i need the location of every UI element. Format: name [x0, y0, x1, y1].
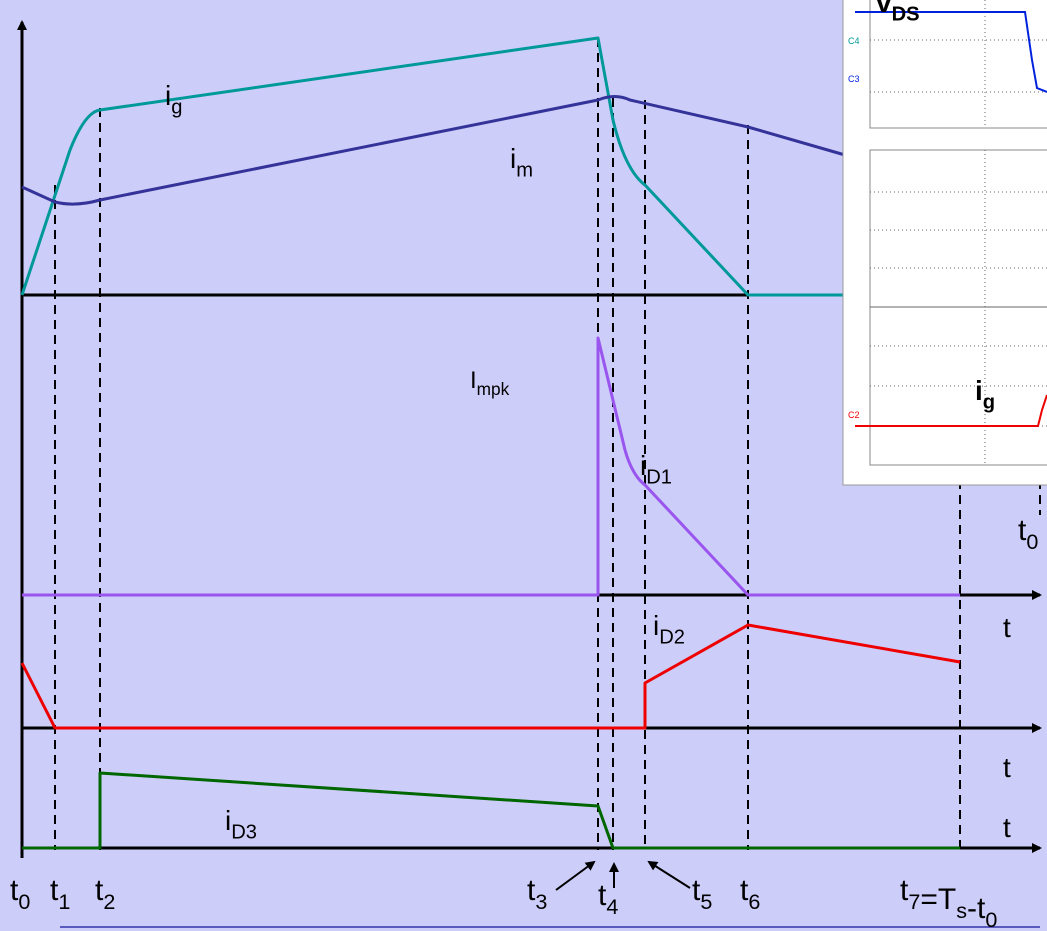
axis-label: t — [1003, 812, 1011, 843]
scope-trace-label-main: i — [975, 375, 983, 406]
axis-label: t — [1003, 612, 1011, 643]
time-label-sub: 7 — [908, 889, 920, 914]
time-label-sub: 4 — [606, 894, 618, 919]
channel-label: C3 — [848, 74, 860, 84]
time-label-sub: 3 — [535, 889, 547, 914]
time-label-sub: 0 — [1026, 529, 1038, 554]
time-label-sub: 1 — [58, 889, 70, 914]
scope-trace-label-sub: g — [983, 391, 995, 413]
time-label-sub: 0 — [985, 907, 997, 931]
signal-label-main: I — [470, 367, 477, 394]
signal-label-sub: mpk — [477, 379, 510, 399]
time-label-sub: 5 — [700, 889, 712, 914]
waveform-diagram: igimImpkiD1iD2iD3tttt0t1t2t3t4t5t6t7=Ts-… — [0, 0, 1047, 931]
signal-label-sub: D3 — [231, 821, 257, 843]
signal-label-sub: D2 — [659, 626, 685, 648]
time-label-sub: 6 — [748, 889, 760, 914]
time-label-main: =T — [920, 883, 956, 916]
time-label-main: -t — [967, 892, 986, 925]
scope-trace-label-sub: DS — [892, 3, 920, 25]
signal-label-sub: m — [516, 159, 533, 181]
time-label-sub: 2 — [103, 889, 115, 914]
channel-label: C4 — [848, 36, 860, 46]
signal-label-sub: D1 — [646, 466, 672, 488]
scope-inset — [843, 0, 1047, 485]
scope-trace-label-main: v — [876, 0, 892, 18]
time-label-sub: s — [956, 898, 967, 923]
channel-label: C2 — [848, 410, 860, 420]
axis-label: t — [1003, 752, 1011, 783]
signal-label-sub: g — [171, 96, 182, 118]
time-label-sub: 0 — [18, 889, 30, 914]
